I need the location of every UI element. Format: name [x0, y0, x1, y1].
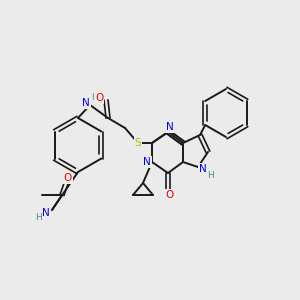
- Text: H: H: [36, 214, 42, 223]
- Text: N: N: [199, 164, 207, 174]
- Text: S: S: [135, 138, 141, 148]
- Text: O: O: [95, 93, 103, 103]
- Text: H: H: [207, 170, 213, 179]
- Text: O: O: [165, 190, 173, 200]
- Text: N: N: [82, 98, 90, 108]
- Text: N: N: [143, 157, 151, 167]
- Text: N: N: [42, 208, 50, 218]
- Text: N: N: [166, 122, 174, 132]
- Text: H: H: [91, 92, 98, 101]
- Text: O: O: [64, 173, 72, 183]
